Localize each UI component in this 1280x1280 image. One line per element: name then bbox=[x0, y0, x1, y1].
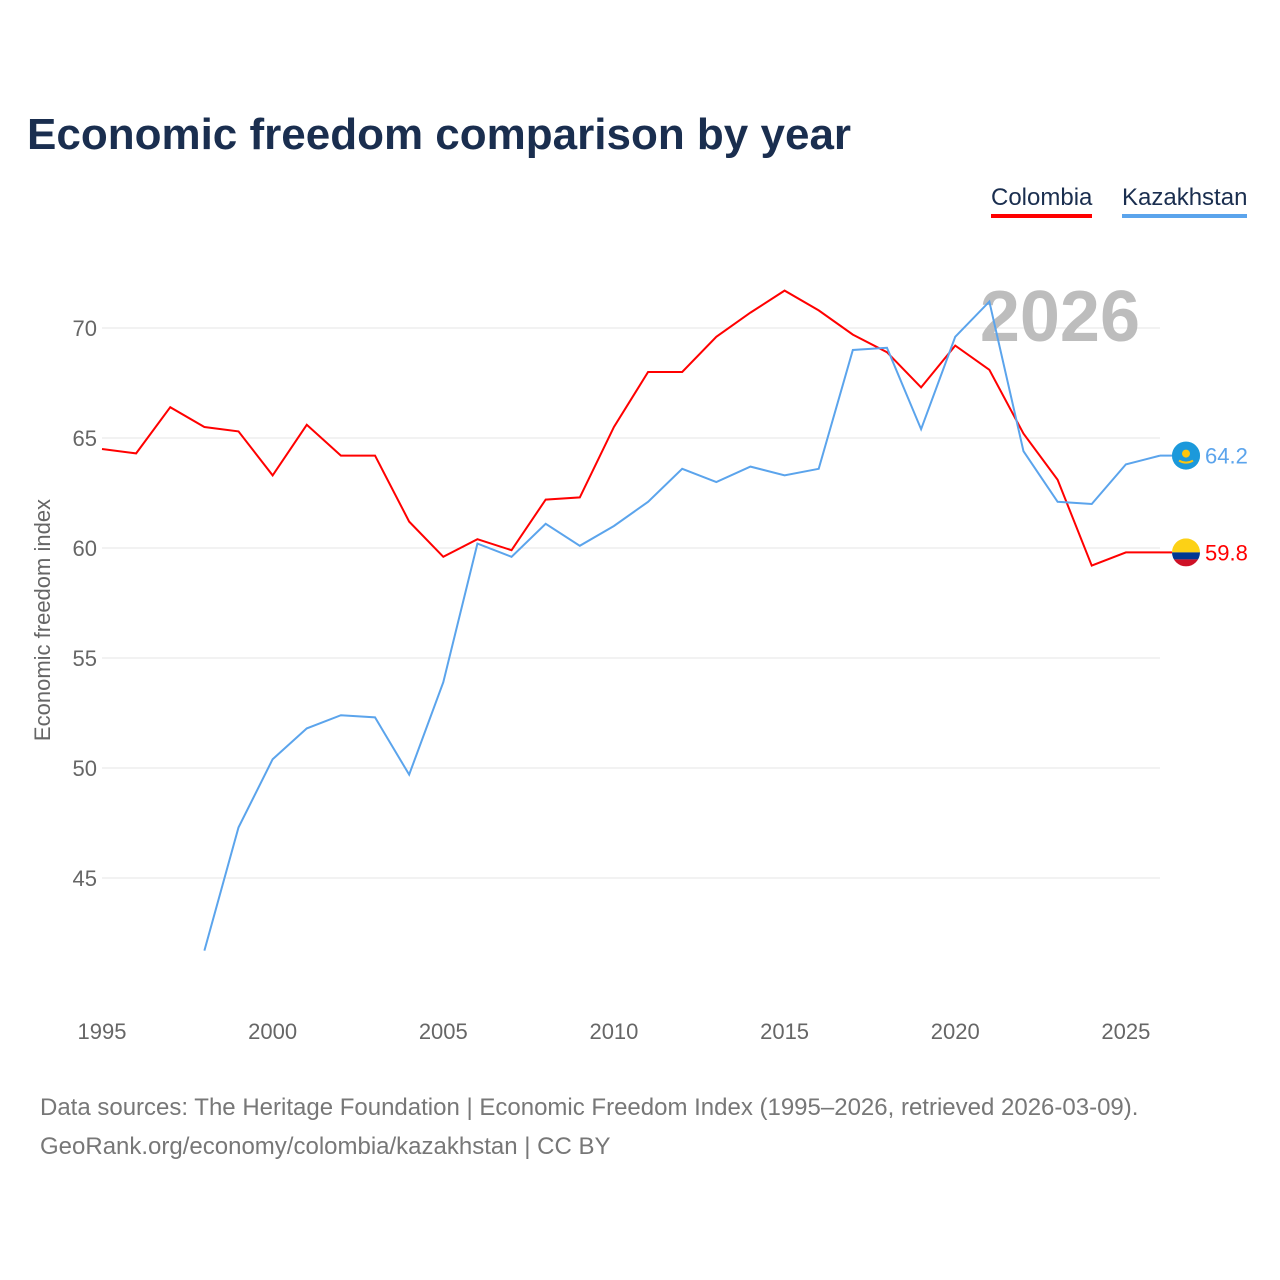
x-tick-label: 2015 bbox=[760, 1019, 809, 1044]
source-text: Data sources: The Heritage Foundation | … bbox=[40, 1094, 1139, 1121]
colombia-flag-icon bbox=[1172, 538, 1200, 567]
legend-colombia[interactable]: Colombia bbox=[991, 184, 1093, 218]
kazakhstan-flag-icon bbox=[1172, 441, 1200, 470]
legend-kazakhstan[interactable]: Kazakhstan bbox=[1122, 184, 1248, 218]
x-tick-label: 2005 bbox=[419, 1019, 468, 1044]
footer: Data sources: The Heritage Foundation | … bbox=[40, 1088, 1138, 1166]
x-tick-label: 2000 bbox=[248, 1019, 297, 1044]
y-tick-label: 70 bbox=[73, 316, 97, 341]
y-tick-label: 50 bbox=[73, 756, 97, 781]
y-tick-label: 65 bbox=[73, 426, 97, 451]
series-line-colombia bbox=[101, 289, 1160, 567]
series-line-kazakhstan bbox=[203, 299, 1161, 951]
x-tick-label: 1995 bbox=[78, 1019, 127, 1044]
year-watermark: 2026 bbox=[980, 277, 1140, 357]
y-tick-label: 45 bbox=[73, 866, 97, 891]
y-tick-label: 55 bbox=[73, 646, 97, 671]
x-tick-label: 2010 bbox=[589, 1019, 638, 1044]
end-value-label: 64.2 bbox=[1205, 444, 1248, 469]
end-value-label: 59.8 bbox=[1205, 540, 1248, 565]
y-tick-label: 60 bbox=[73, 536, 97, 561]
x-tick-label: 2020 bbox=[931, 1019, 980, 1044]
attribution-link[interactable]: GeoRank.org/economy/colombia/kazakhstan … bbox=[40, 1133, 611, 1160]
chart-title: Economic freedom comparison by year bbox=[27, 110, 852, 159]
y-axis-label: Economic freedom index bbox=[30, 499, 55, 741]
x-tick-label: 2025 bbox=[1101, 1019, 1150, 1044]
